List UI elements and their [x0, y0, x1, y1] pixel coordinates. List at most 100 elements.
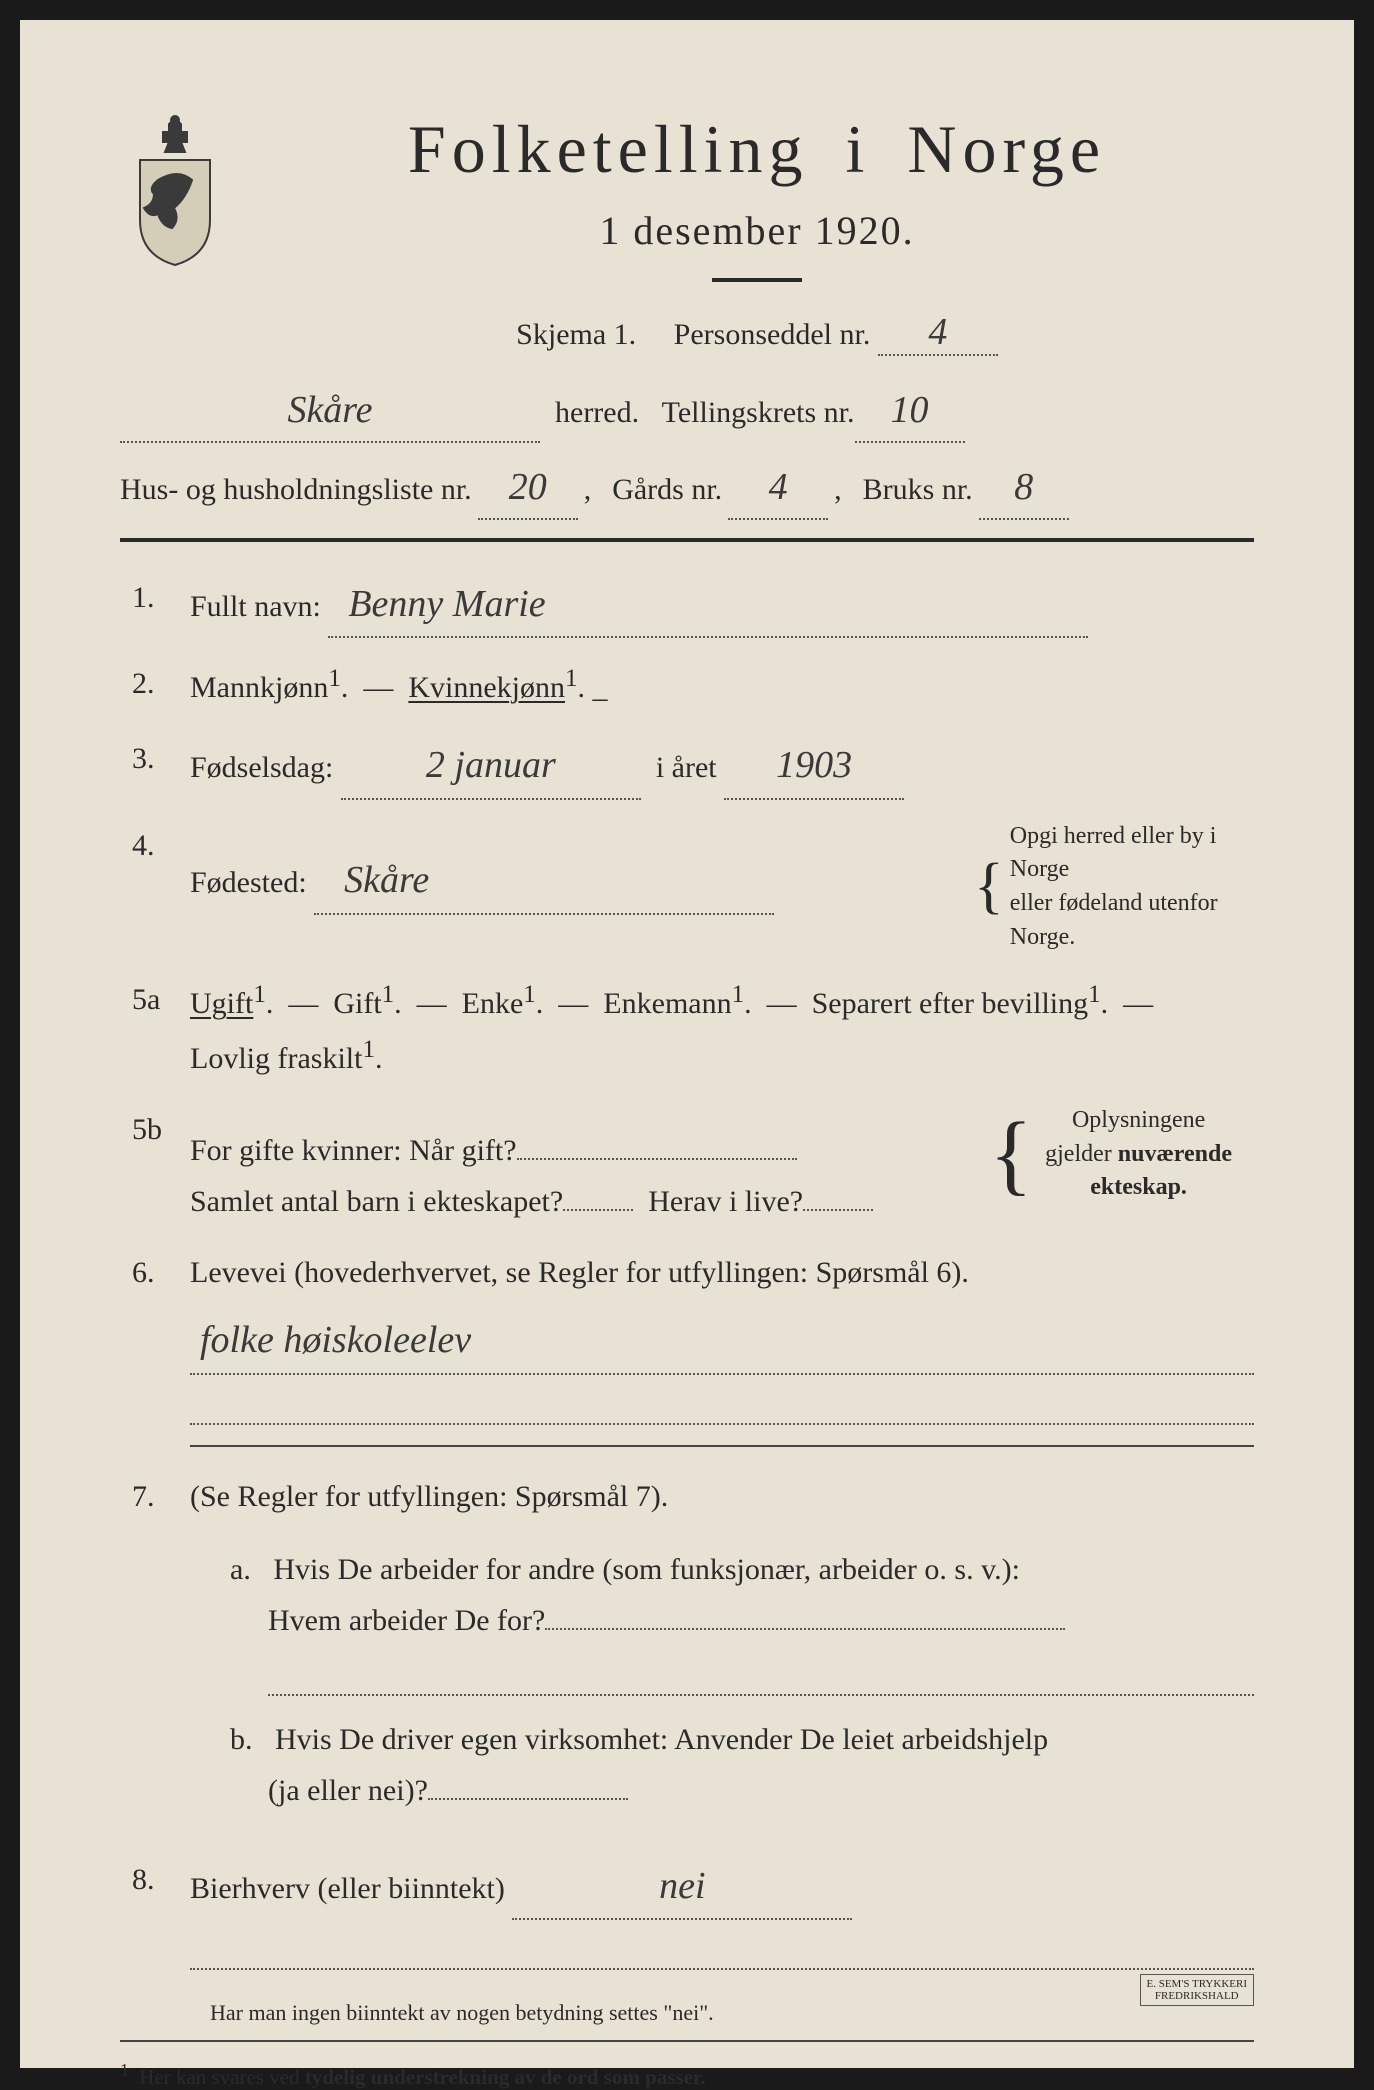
q5b-body: For gifte kvinner: Når gift? Samlet anta…: [190, 1104, 1254, 1227]
header: Folketelling i Norge 1 desember 1920. Sk…: [120, 110, 1254, 372]
gards-nr: 4: [728, 457, 828, 520]
q5b-num: 5b: [120, 1104, 190, 1227]
q7a: a. Hvis De arbeider for andre (som funks…: [230, 1544, 1254, 1696]
q2-opt2: Kvinnekjønn: [408, 671, 565, 704]
q6-row: 6. Levevei (hovederhvervet, se Regler fo…: [120, 1247, 1254, 1425]
q6-value: folke høiskoleelev: [190, 1308, 1254, 1375]
q4-note2: eller fødeland utenfor Norge.: [1010, 890, 1218, 950]
q3-yearlabel: i året: [656, 751, 717, 784]
printer-line1: E. SEM'S TRYKKERI: [1147, 1978, 1248, 1990]
q5b-note1: Oplysningene: [1072, 1107, 1205, 1133]
q5b-l1: For gifte kvinner: Når gift?: [190, 1134, 517, 1167]
printer-line2: FREDRIKSHALD: [1147, 1990, 1248, 2002]
q5a-last: Lovlig fraskilt: [190, 1042, 362, 1075]
q2-sup1: 1: [328, 665, 341, 692]
q5b-note: { Oplysningene gjelder nuværende ekteska…: [974, 1104, 1254, 1205]
q4-body: Fødested: Skåre { Opgi herred eller by i…: [190, 820, 1254, 954]
q3-body: Fødselsdag: 2 januar i året 1903: [190, 733, 1254, 800]
bruks-nr: 8: [979, 457, 1069, 520]
husliste-label: Hus- og husholdningsliste nr.: [120, 466, 472, 514]
q7b-text1: Hvis De driver egen virksomhet: Anvender…: [275, 1723, 1048, 1756]
q7b-label: b.: [230, 1723, 253, 1756]
herred-label: herred.: [555, 389, 639, 437]
q8-value: nei: [512, 1854, 852, 1921]
footnote-1: Har man ingen biinntekt av nogen betydni…: [210, 2000, 1254, 2026]
skjema-label: Skjema 1.: [516, 318, 636, 351]
tellingskrets-label: Tellingskrets nr.: [662, 389, 855, 437]
title-block: Folketelling i Norge 1 desember 1920. Sk…: [260, 110, 1254, 372]
main-title: Folketelling i Norge: [260, 110, 1254, 189]
q7a-text1: Hvis De arbeider for andre (som funksjon…: [273, 1553, 1020, 1586]
brace-icon-2: {: [989, 1119, 1032, 1191]
q2-row: 2. Mannkjønn1. — Kvinnekjønn1. _: [120, 658, 1254, 713]
q7-row: 7. (Se Regler for utfyllingen: Spørsmål …: [120, 1471, 1254, 1834]
q3-day: 2 januar: [341, 733, 641, 800]
foot2-pre: 1: [120, 2060, 129, 2080]
q8-blank: [190, 1926, 1254, 1970]
q5b-row: 5b For gifte kvinner: Når gift? Samlet a…: [120, 1104, 1254, 1227]
subtitle: 1 desember 1920.: [260, 207, 1254, 254]
q3-row: 3. Fødselsdag: 2 januar i året 1903: [120, 733, 1254, 800]
q5b-note3: ekteskap.: [1090, 1174, 1187, 1200]
q3-year: 1903: [724, 733, 904, 800]
q5a-opt1: Gift: [333, 987, 381, 1020]
q1-value: Benny Marie: [328, 572, 1088, 639]
q6-label: Levevei (hovederhvervet, se Regler for u…: [190, 1256, 969, 1289]
footnote-2: 1 Her kan svares ved tydelig understrekn…: [120, 2060, 1254, 2090]
q5a-body: Ugift1. — Gift1. — Enke1. — Enkemann1. —…: [190, 974, 1254, 1084]
q5a-opt3: Enkemann: [603, 987, 731, 1020]
gards-label: Gårds nr.: [612, 466, 722, 514]
q1-body: Fullt navn: Benny Marie: [190, 572, 1254, 639]
q8-label: Bierhverv (eller biinntekt): [190, 1872, 505, 1905]
personseddel-nr: 4: [878, 310, 998, 356]
q2-sup2: 1: [565, 665, 578, 692]
skjema-line: Skjema 1. Personseddel nr. 4: [260, 310, 1254, 356]
divider-thick: [120, 538, 1254, 542]
q7-label: (Se Regler for utfyllingen: Spørsmål 7).: [190, 1480, 668, 1513]
q5b-l2: Samlet antal barn i ekteskapet?: [190, 1185, 563, 1218]
q5a-row: 5a Ugift1. — Gift1. — Enke1. — Enkemann1…: [120, 974, 1254, 1084]
q7-num: 7.: [120, 1471, 190, 1834]
q2-opt1: Mannkjønn: [190, 671, 328, 704]
q6-num: 6.: [120, 1247, 190, 1425]
foot-rule: [120, 2040, 1254, 2042]
q4-note: { Opgi herred eller by i Norge eller fød…: [974, 820, 1254, 954]
q7-body: (Se Regler for utfyllingen: Spørsmål 7).…: [190, 1471, 1254, 1834]
q8-row: 8. Bierhverv (eller biinntekt) nei: [120, 1854, 1254, 1971]
q7a-label: a.: [230, 1553, 251, 1586]
q5a-num: 5a: [120, 974, 190, 1084]
tellingskrets-nr: 10: [855, 380, 965, 443]
q6-blank: [190, 1381, 1254, 1425]
q1-label: Fullt navn:: [190, 590, 321, 623]
q8-body: Bierhverv (eller biinntekt) nei: [190, 1854, 1254, 1971]
q4-note1: Opgi herred eller by i Norge: [1010, 823, 1217, 883]
bruks-label: Bruks nr.: [863, 466, 973, 514]
q1-row: 1. Fullt navn: Benny Marie: [120, 572, 1254, 639]
q5a-opt2: Enke: [462, 987, 524, 1020]
divider-thin: [190, 1445, 1254, 1447]
coat-of-arms-icon: [120, 110, 230, 270]
q5b-note2: gjelder nuværende: [1045, 1141, 1232, 1167]
q4-label: Fødested:: [190, 866, 307, 899]
q7a-blank: [268, 1652, 1254, 1696]
husliste-nr: 20: [478, 457, 578, 520]
q3-num: 3.: [120, 733, 190, 800]
census-form-page: Folketelling i Norge 1 desember 1920. Sk…: [20, 20, 1354, 2068]
q6-body: Levevei (hovederhvervet, se Regler for u…: [190, 1247, 1254, 1425]
q8-num: 8.: [120, 1854, 190, 1971]
q2-body: Mannkjønn1. — Kvinnekjønn1. _: [190, 658, 1254, 713]
q4-row: 4. Fødested: Skåre { Opgi herred eller b…: [120, 820, 1254, 954]
q4-num: 4.: [120, 820, 190, 954]
brace-icon: {: [974, 862, 1004, 912]
husliste-line: Hus- og husholdningsliste nr. 20, Gårds …: [120, 457, 1254, 520]
q3-label: Fødselsdag:: [190, 751, 333, 784]
q2-num: 2.: [120, 658, 190, 713]
printer-stamp: E. SEM'S TRYKKERI FREDRIKSHALD: [1140, 1974, 1255, 2006]
q5b-l3: Herav i live?: [648, 1185, 803, 1218]
title-rule: [712, 278, 802, 282]
q7b-text2: (ja eller nei)?: [268, 1774, 428, 1807]
q5a-opt4: Separert efter bevilling: [812, 987, 1089, 1020]
q4-value: Skåre: [314, 848, 774, 915]
personseddel-label: Personseddel nr.: [674, 318, 871, 351]
q7a-text2: Hvem arbeider De for?: [268, 1604, 545, 1637]
